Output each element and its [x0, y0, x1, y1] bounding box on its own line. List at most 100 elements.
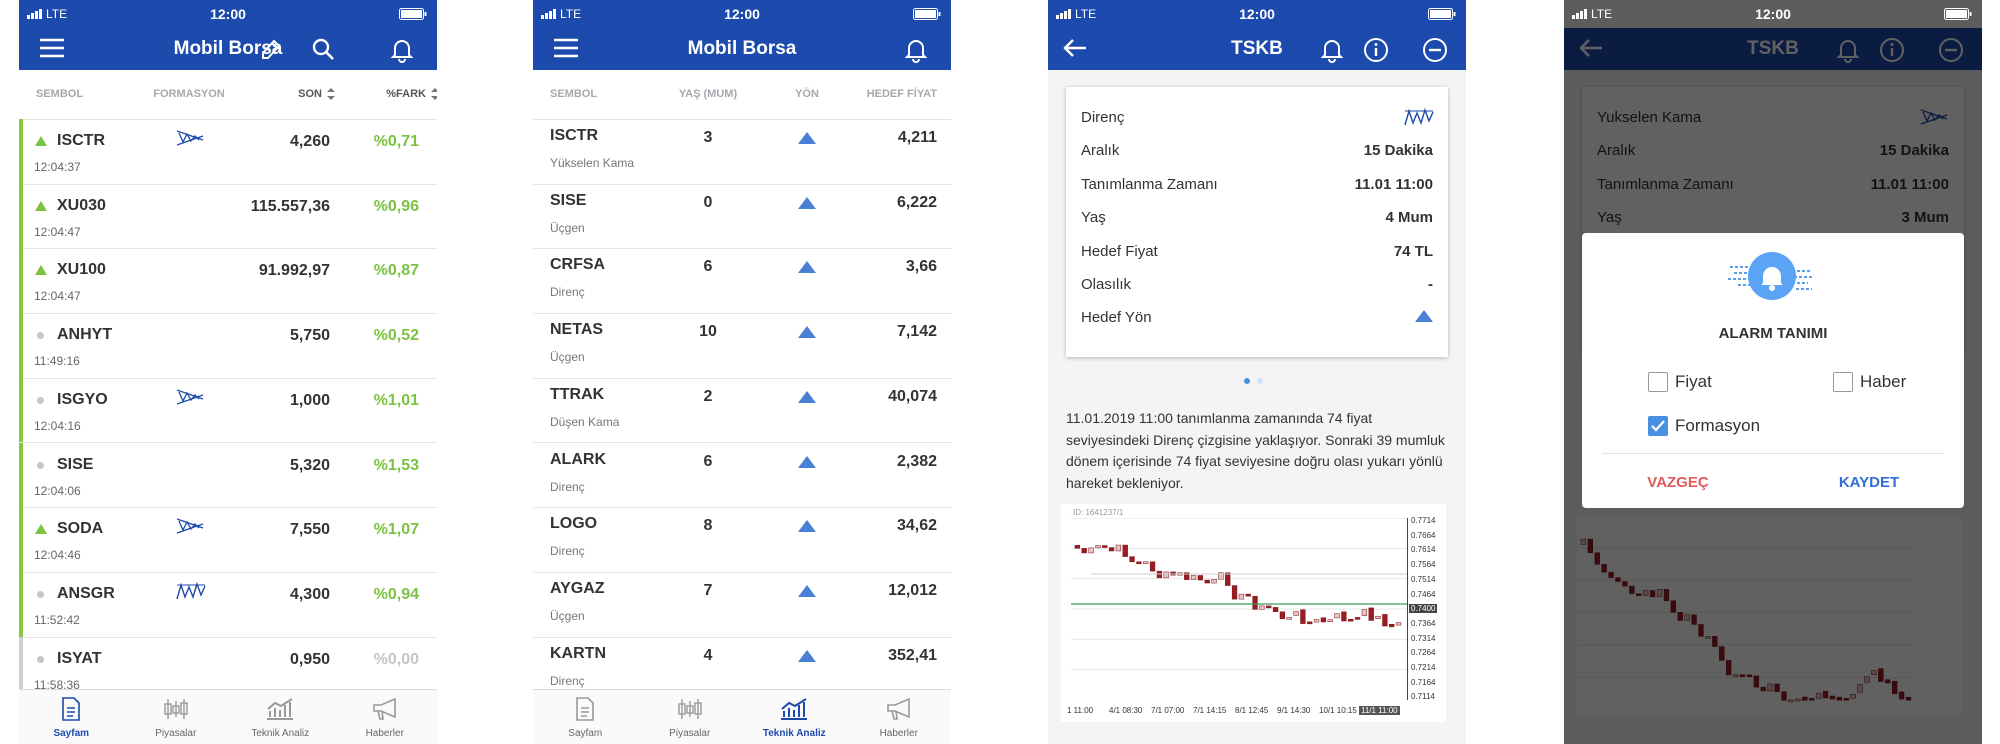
network-label: LTE	[1591, 7, 1613, 21]
pattern-row[interactable]: LOGO Direnç 8 34,62	[533, 507, 951, 573]
symbol: XU030	[57, 196, 106, 214]
tab[interactable]: Teknik Analiz	[228, 690, 333, 744]
direction-icon	[797, 325, 817, 339]
sort-icon[interactable]	[326, 87, 336, 101]
status-bar: LTE 12:00	[533, 0, 951, 28]
target-price: 352,41	[888, 646, 937, 664]
tab[interactable]: Piyasalar	[124, 690, 229, 744]
candle	[1231, 585, 1238, 600]
icon-part	[1651, 420, 1665, 432]
back-button[interactable]	[1062, 37, 1088, 59]
stock-row[interactable]: XU100 12:04:47 91.992,97 %0,87	[19, 248, 437, 315]
menu-button[interactable]	[553, 37, 579, 59]
card-label: Hedef Fiyat	[1081, 242, 1158, 260]
tab[interactable]: Sayfam	[533, 690, 638, 744]
icon-part	[312, 38, 330, 56]
checkbox-label[interactable]: Fiyat	[1675, 372, 1712, 391]
pattern-row[interactable]: CRFSA Direnç 6 3,66	[533, 248, 951, 315]
stock-row[interactable]: ISGYO 12:04:16 1,000 %1,01	[19, 377, 437, 444]
last-price: 115.557,36	[250, 197, 330, 215]
sort-icon[interactable]	[430, 87, 437, 101]
column-title: %FARK	[386, 88, 426, 100]
candle	[1122, 544, 1128, 557]
edit-button[interactable]	[259, 37, 283, 61]
tab[interactable]: Sayfam	[19, 690, 124, 744]
icon-part	[912, 58, 920, 63]
candle	[1095, 545, 1101, 549]
alarm-button[interactable]	[390, 37, 414, 63]
tab-icon	[333, 697, 438, 721]
candle	[1266, 605, 1272, 609]
stock-row[interactable]: ISCTR 12:04:37 4,260 %0,71	[19, 119, 437, 185]
tab-label: Piyasalar	[669, 728, 711, 739]
row-accent	[19, 507, 23, 572]
icon-part	[1056, 9, 1071, 19]
checkbox[interactable]	[1648, 416, 1668, 436]
icon-part	[798, 326, 816, 339]
tab[interactable]: Haberler	[847, 690, 952, 744]
pattern-row[interactable]: ISCTR Yükselen Kama 3 4,211	[533, 119, 951, 185]
trend-flat	[37, 655, 44, 663]
tab[interactable]: Piyasalar	[638, 690, 743, 744]
symbol: ALARK	[550, 450, 606, 468]
candle	[1156, 570, 1163, 579]
page-dot-active	[1244, 378, 1250, 384]
pattern-row[interactable]: NETAS Üçgen 10 7,142	[533, 313, 951, 379]
candle	[1088, 547, 1094, 554]
stock-row[interactable]: ANHYT 11:49:16 5,750 %0,52	[19, 313, 437, 379]
stock-row[interactable]: SISE 12:04:06 5,320 %1,53	[19, 442, 437, 509]
column-header: SEMBOL FORMASYON SON %FARK	[19, 70, 437, 120]
pattern-row[interactable]: ALARK Direnç 6 2,382	[533, 443, 951, 509]
alarm-button[interactable]	[904, 37, 928, 63]
stock-row[interactable]: ANSGR 11:52:42 4,300 %0,94	[19, 571, 437, 638]
battery-icon	[1428, 8, 1456, 20]
card-label: Olasılık	[1081, 276, 1132, 293]
candle	[1259, 605, 1265, 610]
tab[interactable]: Teknik Analiz	[742, 690, 847, 744]
pattern-row[interactable]: TTRAK Düşen Kama 2 40,074	[533, 378, 951, 444]
stock-row[interactable]: SODA 12:04:46 7,550 %1,07	[19, 507, 437, 573]
icon-part	[35, 265, 47, 276]
checkbox-label[interactable]: Formasyon	[1675, 416, 1761, 435]
icon-part	[553, 9, 556, 19]
menu-button[interactable]	[39, 37, 65, 59]
icon-part	[35, 524, 47, 535]
stock-row[interactable]: XU030 12:04:47 115.557,36 %0,96	[19, 183, 437, 250]
icon-part	[424, 12, 427, 16]
signal-icon	[27, 9, 43, 19]
alarm-button[interactable]	[1320, 37, 1344, 63]
info-button[interactable]	[1363, 37, 1389, 63]
dialog-button[interactable]: VAZGEÇ	[1647, 474, 1709, 491]
checkbox[interactable]	[1833, 372, 1853, 392]
close-button[interactable]	[1422, 37, 1448, 63]
icon-part	[798, 390, 816, 403]
search-button[interactable]	[311, 37, 335, 61]
icon-part	[904, 40, 928, 63]
candle	[1143, 561, 1149, 564]
trend-flat	[37, 396, 44, 404]
icon-part	[678, 703, 686, 715]
icon-part	[1453, 12, 1456, 16]
icon-part	[178, 132, 200, 144]
candle	[1286, 617, 1292, 620]
change: %0,96	[373, 197, 419, 215]
tab-icon	[847, 697, 952, 721]
tab-icon	[742, 697, 847, 721]
icon-part	[1060, 13, 1063, 19]
icon-part	[1584, 9, 1587, 19]
update-time: 11:52:42	[34, 612, 80, 627]
checkbox[interactable]	[1648, 372, 1668, 392]
tab-icon	[638, 697, 743, 721]
pattern-row[interactable]: AYGAZ Üçgen 7 12,012	[533, 572, 951, 638]
pattern-row[interactable]: SISE Üçgen 0 6,222	[533, 184, 951, 250]
icon-part	[1364, 38, 1388, 62]
target-price: 7,142	[896, 323, 937, 341]
row-accent	[19, 571, 23, 637]
icon-part	[1572, 15, 1575, 19]
dialog-button[interactable]: KAYDET	[1838, 474, 1900, 491]
tab[interactable]: Haberler	[333, 690, 438, 744]
chart-plot	[1071, 517, 1408, 700]
candle	[1320, 617, 1327, 623]
icon-part	[176, 581, 206, 600]
checkbox-label[interactable]: Haber	[1860, 372, 1907, 391]
